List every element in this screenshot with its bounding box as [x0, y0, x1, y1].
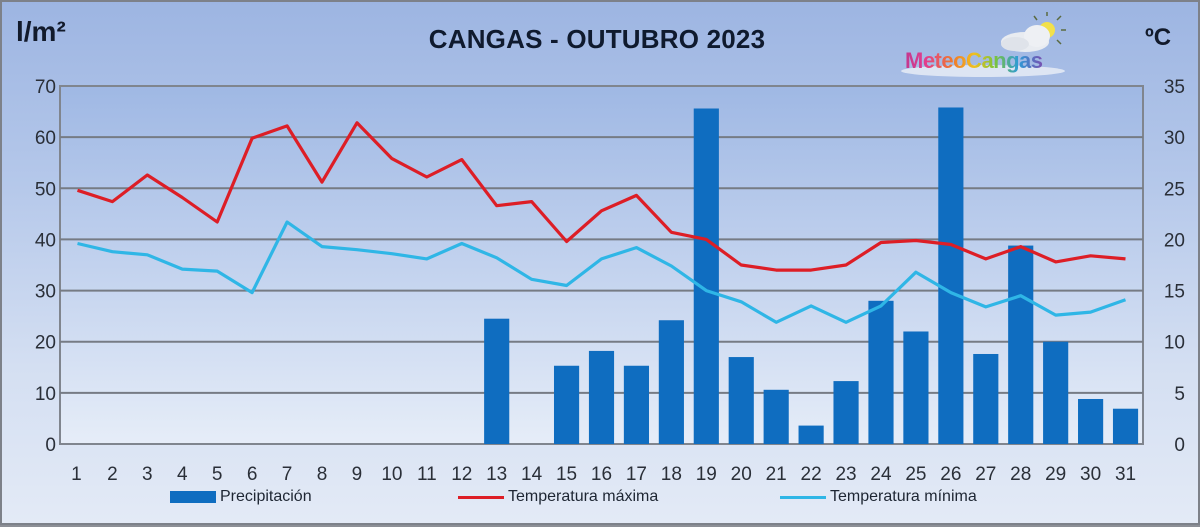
legend-item-max-temp: Temperatura máxima — [458, 488, 658, 506]
right-tick-label: 20 — [1164, 230, 1185, 251]
right-tick-label: 35 — [1164, 77, 1185, 98]
x-tick-label: 28 — [1010, 464, 1031, 485]
x-tick-label: 31 — [1115, 464, 1136, 485]
x-tick-label: 19 — [696, 464, 717, 485]
right-tick-label: 15 — [1164, 282, 1185, 303]
precipitation-bar — [1043, 341, 1069, 444]
x-tick-label: 7 — [282, 464, 293, 485]
chart-title: CANGAS - OUTUBRO 2023 — [428, 24, 766, 54]
precipitation-bar — [903, 331, 929, 444]
right-tick-label: 25 — [1164, 179, 1185, 200]
precipitation-bar — [763, 389, 789, 444]
precipitation-bar — [1008, 245, 1034, 444]
left-tick-label: 30 — [35, 282, 56, 303]
legend-label: Temperatura máxima — [508, 488, 659, 505]
left-tick-label: 0 — [45, 435, 56, 456]
legend-label: Precipitación — [220, 488, 312, 505]
left-tick-label: 50 — [35, 179, 56, 200]
x-tick-label: 29 — [1045, 464, 1066, 485]
min-temp-line — [77, 220, 1127, 324]
x-tick-label: 12 — [451, 464, 472, 485]
right-tick-label: 5 — [1174, 384, 1185, 405]
x-tick-label: 2 — [107, 464, 118, 485]
x-tick-label: 9 — [352, 464, 363, 485]
right-axis-unit: ºC — [1145, 24, 1172, 51]
bar-swatch-icon — [170, 491, 216, 503]
precipitation-bar — [553, 365, 580, 444]
left-tick-label: 60 — [35, 128, 56, 149]
x-tick-label: 23 — [835, 464, 856, 485]
x-tick-label: 22 — [801, 464, 822, 485]
right-tick-label: 30 — [1164, 128, 1185, 149]
cloud-sun-icon — [901, 12, 1066, 77]
x-tick-label: 27 — [975, 464, 996, 485]
x-tick-label: 11 — [417, 464, 437, 485]
x-tick-label: 1 — [71, 464, 82, 485]
line-swatch-icon — [780, 495, 826, 499]
x-tick-label: 18 — [661, 464, 682, 485]
legend-item-precipitation: Precipitación — [170, 488, 312, 506]
legend-label: Temperatura mínima — [830, 488, 977, 505]
legend-item-min-temp: Temperatura mínima — [780, 488, 977, 506]
precipitation-bar — [798, 425, 824, 444]
max-temp-line — [77, 121, 1126, 272]
x-tick-label: 25 — [905, 464, 926, 485]
precipitation-bar — [868, 300, 894, 444]
x-tick-label: 4 — [177, 464, 188, 485]
right-tick-label: 10 — [1164, 333, 1185, 354]
precipitation-bar — [1078, 398, 1104, 444]
x-tick-label: 30 — [1080, 464, 1101, 485]
right-tick-label: 0 — [1174, 435, 1185, 456]
precipitation-bar — [484, 318, 510, 444]
left-tick-label: 40 — [35, 230, 56, 251]
precipitation-bar — [693, 108, 719, 444]
precipitation-bar — [833, 381, 859, 444]
x-tick-label: 3 — [142, 464, 153, 485]
x-tick-label: 16 — [591, 464, 612, 485]
x-tick-label: 10 — [381, 464, 402, 485]
precipitation-bar — [973, 353, 999, 444]
x-tick-label: 17 — [626, 464, 647, 485]
x-tick-label: 26 — [940, 464, 961, 485]
x-tick-label: 13 — [486, 464, 507, 485]
left-axis-unit: l/m² — [16, 16, 66, 47]
precipitation-bar — [1112, 408, 1139, 444]
precipitation-bar — [728, 357, 754, 444]
x-tick-label: 20 — [731, 464, 752, 485]
x-tick-label: 14 — [521, 464, 543, 485]
x-tick-label: 24 — [870, 464, 892, 485]
precipitation-bar — [623, 365, 650, 444]
left-tick-label: 70 — [35, 77, 56, 98]
logo-text: MeteoCangas — [905, 48, 1043, 73]
x-tick-label: 5 — [212, 464, 223, 485]
legend: Precipitación Temperatura máxima Tempera… — [2, 488, 1200, 512]
left-tick-label: 20 — [35, 333, 56, 354]
meteocangas-logo: MeteoCangas — [897, 10, 1072, 80]
precipitation-bar — [658, 320, 684, 444]
left-tick-label: 10 — [35, 384, 56, 405]
x-tick-label: 21 — [766, 464, 787, 485]
precipitation-bar — [588, 350, 615, 444]
x-tick-label: 6 — [247, 464, 258, 485]
precipitation-bar — [938, 107, 964, 444]
line-swatch-icon — [458, 495, 504, 499]
x-tick-label: 15 — [556, 464, 577, 485]
x-tick-label: 8 — [317, 464, 328, 485]
